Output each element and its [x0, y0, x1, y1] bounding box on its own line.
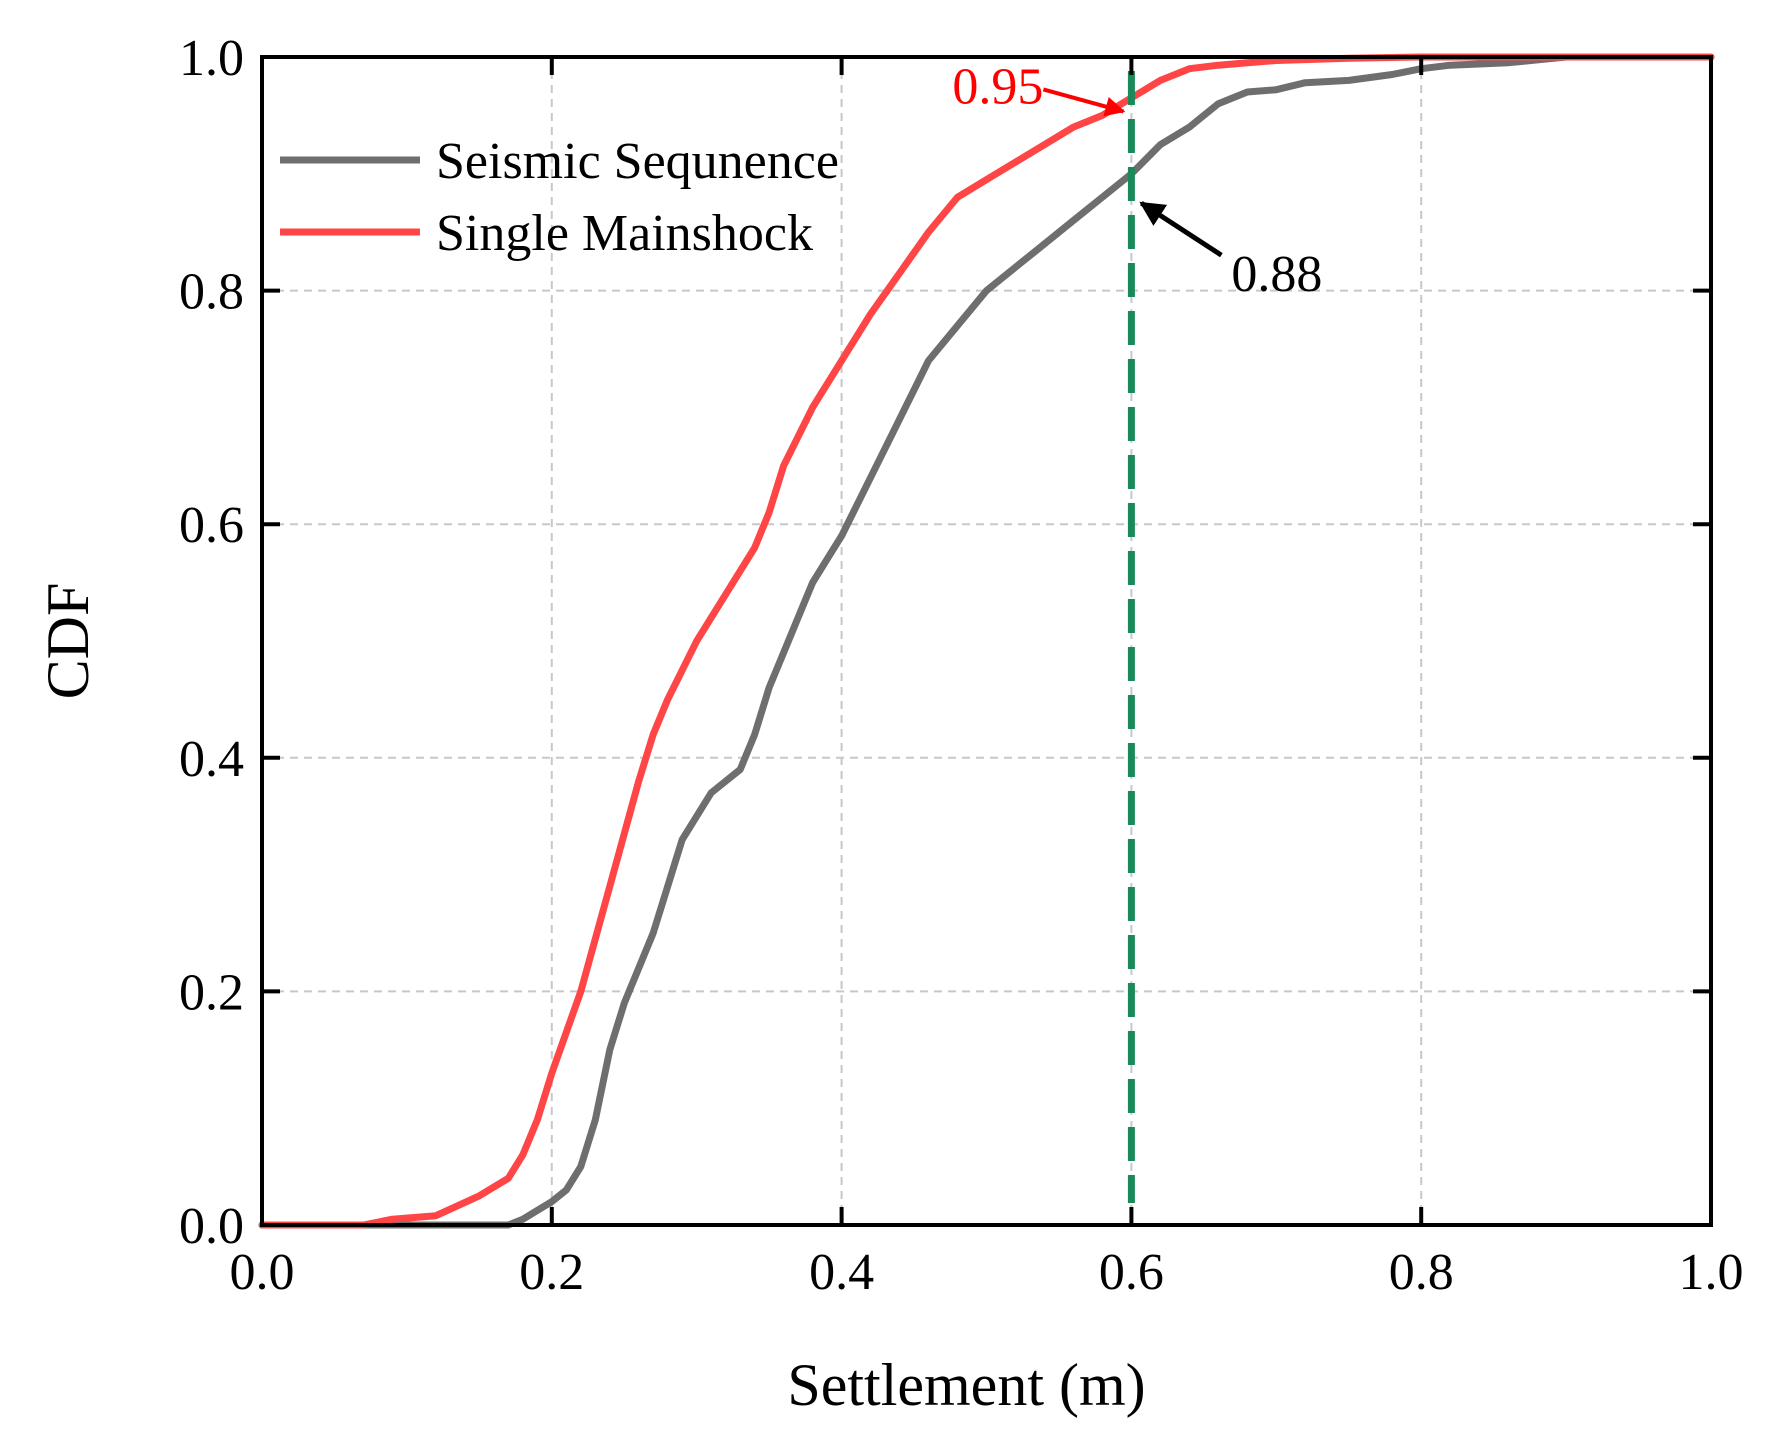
x-tick-label: 1.0	[1679, 1244, 1744, 1301]
annotation-arrow	[1139, 201, 1223, 258]
x-axis-title: Settlement (m)	[787, 1352, 1145, 1418]
x-tick-label: 0.6	[1099, 1244, 1164, 1301]
annotation-label: 0.88	[1231, 246, 1322, 303]
x-tick-label: 0.2	[519, 1244, 584, 1301]
series-line-seismic-sequence	[258, 53, 1715, 1229]
annotation-label: 0.95	[952, 58, 1043, 115]
y-tick-label: 1.0	[179, 30, 244, 87]
y-tick-label: 0.8	[179, 264, 244, 321]
annotations: 0.95 0.88	[952, 58, 1322, 303]
series-line-single-mainshock	[258, 53, 1715, 1229]
y-tick-label: 0.6	[179, 497, 244, 554]
legend-label: Seismic Sequnence	[436, 133, 839, 190]
legend-label: Single Mainshock	[436, 205, 813, 262]
y-tick-label: 0.4	[179, 731, 244, 788]
y-tick-label: 0.0	[179, 1198, 244, 1255]
grid	[262, 57, 1711, 1225]
annotation-arrow	[1042, 87, 1126, 117]
legend: Seismic Sequnence Single Mainshock	[280, 133, 839, 262]
x-tick-label: 0.0	[230, 1244, 295, 1301]
x-tick-label: 0.4	[809, 1244, 874, 1301]
series-group	[258, 53, 1715, 1229]
y-tick-label: 0.2	[179, 964, 244, 1021]
y-axis-title: CDF	[35, 583, 101, 700]
x-tick-label: 0.8	[1389, 1244, 1454, 1301]
plot-frame	[260, 55, 1713, 1227]
axis-ticks: 0.0 0.2 0.4 0.6 0.8 1.0 0.0 0.2 0.4 0.6 0.8 1.0	[179, 30, 1744, 1301]
